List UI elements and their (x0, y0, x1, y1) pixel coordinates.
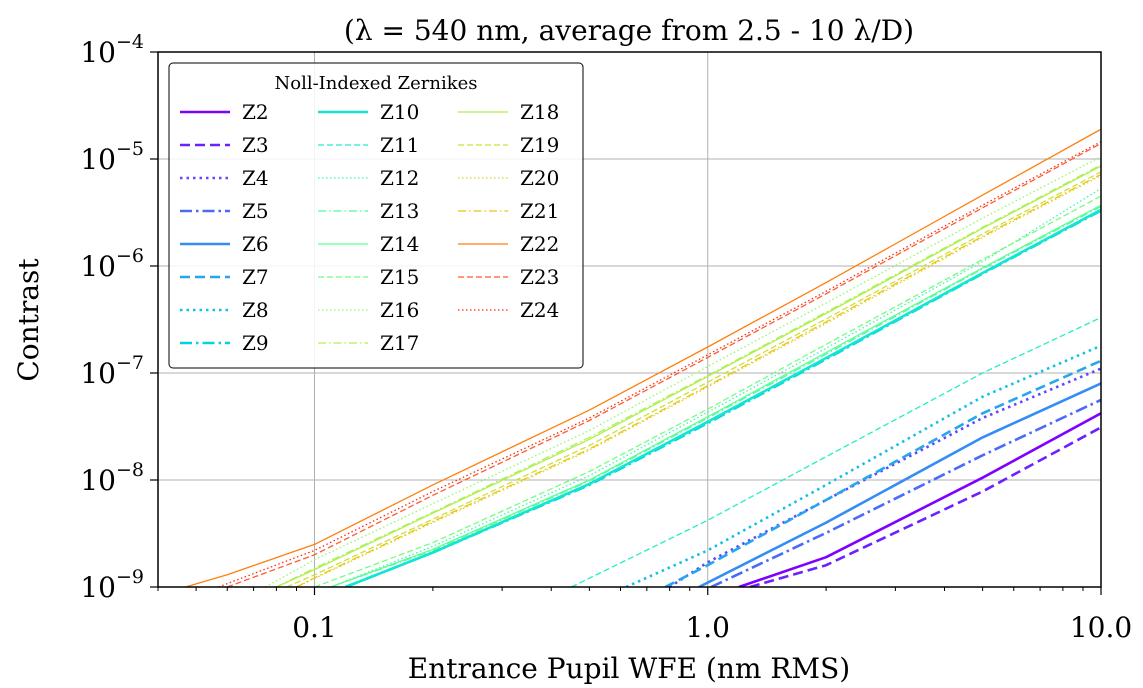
legend-box (168, 62, 584, 369)
series-line-z24 (218, 141, 1101, 587)
series-line-z22 (185, 128, 1101, 587)
legend-label-z3: Z3 (242, 133, 269, 157)
legend: Noll-Indexed Zernikes Z2 Z3 Z4 Z5 Z6 Z7 Z8 Z9 Z1… (168, 62, 584, 369)
y-tick-label: 10−7 (80, 352, 144, 390)
legend-label-z6: Z6 (242, 232, 269, 256)
legend-entries: Z2 Z3 Z4 Z5 Z6 Z7 Z8 Z9 Z10 Z11 Z12 Z13 Z14 Z15 Z16 Z17… (180, 100, 559, 355)
legend-label-z12: Z12 (380, 166, 419, 190)
legend-label-z4: Z4 (242, 166, 269, 190)
y-tick-base: 10 (80, 464, 116, 497)
legend-label-z24: Z24 (520, 298, 559, 322)
x-tick-label: 10.0 (1070, 611, 1132, 644)
y-tick-label: 10−8 (80, 459, 144, 497)
series-line-z14 (330, 204, 1101, 587)
series-line-z10 (345, 208, 1101, 587)
x-tick-label: 0.1 (292, 611, 337, 644)
legend-label-z11: Z11 (380, 133, 419, 157)
y-tick-exponent: −4 (116, 31, 144, 53)
y-tick-base: 10 (80, 571, 116, 604)
y-tick-exponent: −7 (116, 352, 144, 374)
series-line-z3 (749, 426, 1101, 587)
series-line-z18 (276, 165, 1101, 587)
series-line-z11 (571, 316, 1101, 587)
y-tick-exponent: −6 (116, 245, 144, 267)
series-line-z4 (668, 367, 1101, 587)
series-line-z20 (296, 175, 1101, 587)
series-line-z15 (314, 195, 1101, 587)
series-line-z17 (276, 164, 1101, 587)
legend-label-z10: Z10 (380, 100, 419, 124)
legend-label-z23: Z23 (520, 265, 559, 289)
x-tick-label: 1.0 (685, 611, 730, 644)
x-axis-label: Entrance Pupil WFE (nm RMS) (408, 652, 850, 685)
chart-title: (λ = 540 nm, average from 2.5 - 10 λ/D) (344, 14, 914, 47)
y-tick-label: 10−9 (80, 566, 144, 604)
series-line-z16 (265, 156, 1101, 587)
legend-label-z19: Z19 (520, 133, 559, 157)
legend-label-z16: Z16 (380, 298, 419, 322)
legend-label-z17: Z17 (380, 331, 419, 355)
y-tick-base: 10 (80, 143, 116, 176)
series-line-z8 (625, 344, 1101, 587)
y-tick-exponent: −9 (116, 566, 144, 588)
legend-label-z18: Z18 (520, 100, 559, 124)
legend-label-z15: Z15 (380, 265, 419, 289)
y-tick-label: 10−5 (80, 138, 144, 176)
legend-label-z21: Z21 (520, 199, 559, 223)
axis-ticks: 0.1 1.0 10.010−910−810−710−610−510−4 (80, 31, 1132, 644)
legend-label-z22: Z22 (520, 232, 559, 256)
legend-label-z20: Z20 (520, 166, 559, 190)
legend-label-z13: Z13 (380, 199, 419, 223)
y-axis-label: Contrast (12, 258, 45, 382)
y-tick-base: 10 (80, 250, 116, 283)
series-line-z19 (286, 171, 1101, 587)
y-tick-label: 10−6 (80, 245, 144, 283)
legend-label-z9: Z9 (242, 331, 269, 355)
legend-label-z14: Z14 (380, 232, 419, 256)
y-tick-base: 10 (80, 36, 116, 69)
legend-label-z8: Z8 (242, 298, 269, 322)
legend-title: Noll-Indexed Zernikes (274, 73, 477, 94)
series-line-z21 (296, 173, 1101, 587)
y-tick-exponent: −8 (116, 459, 144, 481)
legend-label-z5: Z5 (242, 199, 269, 223)
series-layer (185, 128, 1101, 587)
series-line-z12 (330, 187, 1101, 587)
y-tick-exponent: −5 (116, 138, 144, 160)
legend-label-z7: Z7 (242, 265, 269, 289)
series-line-z7 (664, 359, 1101, 587)
series-line-z6 (698, 382, 1101, 587)
y-tick-label: 10−4 (80, 31, 144, 69)
series-line-z2 (738, 412, 1101, 587)
plot-frame (157, 51, 1102, 588)
y-tick-base: 10 (80, 357, 116, 390)
legend-label-z2: Z2 (242, 100, 269, 124)
series-line-z5 (710, 398, 1101, 587)
